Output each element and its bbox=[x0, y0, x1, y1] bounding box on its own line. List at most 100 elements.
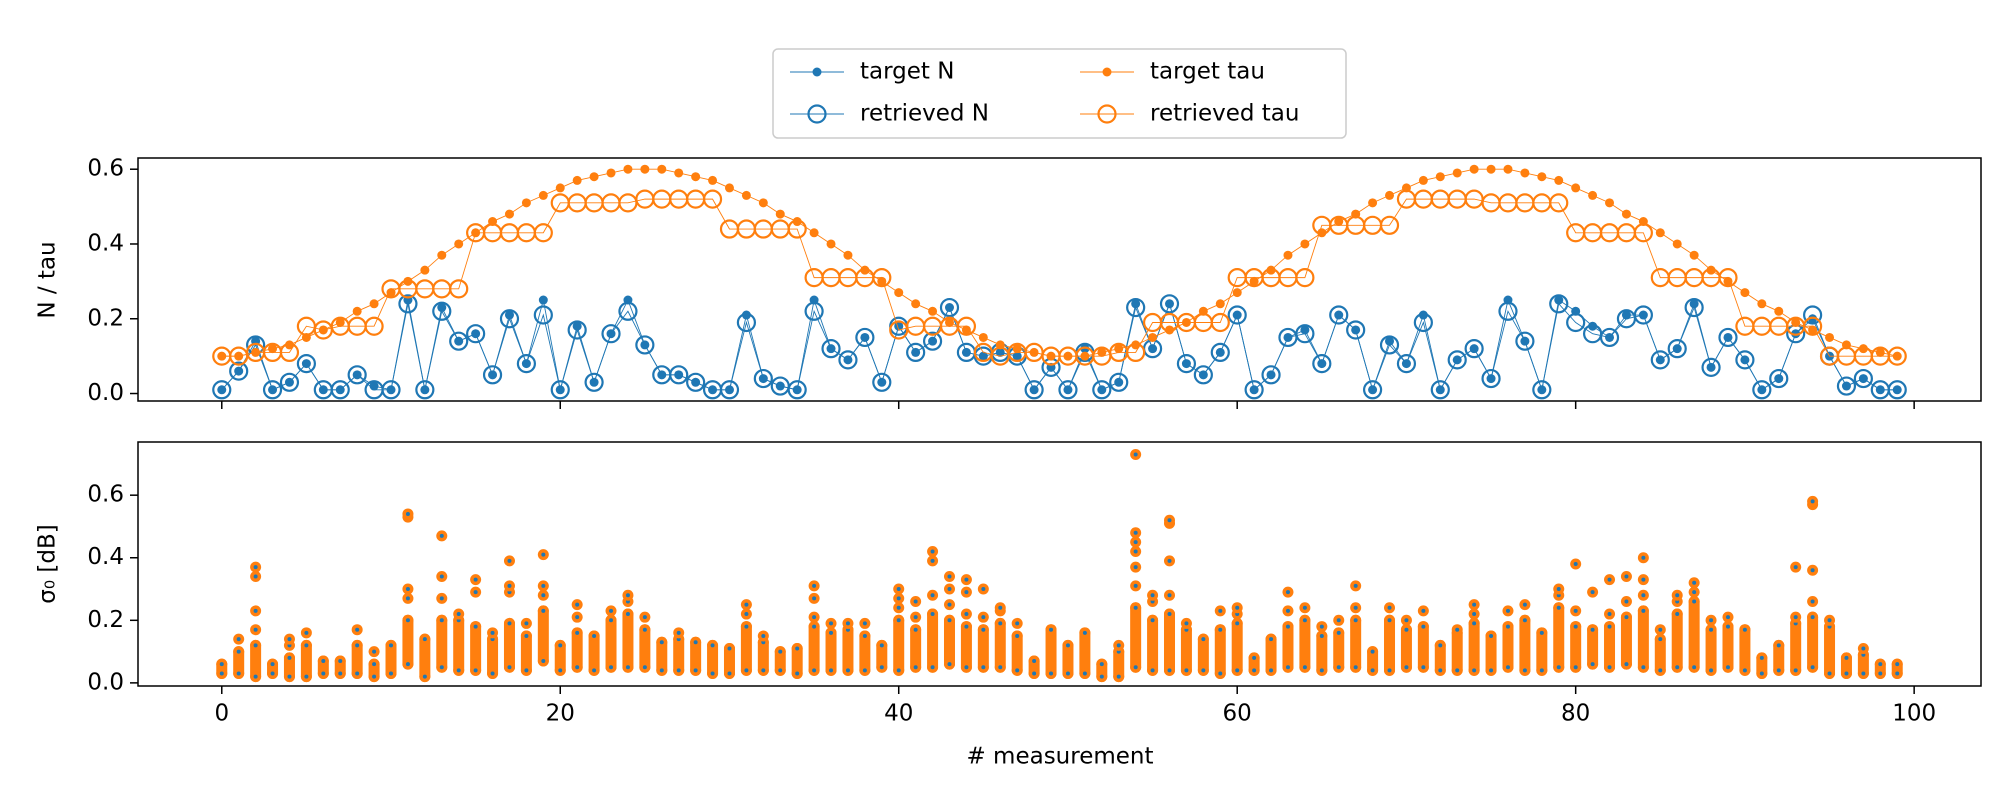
marker bbox=[330, 380, 350, 400]
point-center bbox=[896, 605, 901, 610]
point-center bbox=[473, 590, 478, 595]
marker bbox=[364, 316, 384, 336]
y-tick-label: 0.4 bbox=[87, 544, 124, 570]
marker bbox=[296, 354, 316, 374]
point-center bbox=[219, 671, 224, 676]
point-center bbox=[253, 565, 258, 570]
point-center bbox=[1455, 627, 1460, 632]
point-center bbox=[964, 577, 969, 582]
y-tick-label: 0.4 bbox=[87, 230, 124, 256]
point-center bbox=[1709, 668, 1714, 673]
point-center bbox=[507, 621, 512, 626]
point-center bbox=[439, 574, 444, 579]
point-center bbox=[1624, 662, 1629, 667]
point-center bbox=[439, 665, 444, 670]
point-center bbox=[405, 511, 410, 516]
point-center bbox=[896, 596, 901, 601]
marker bbox=[1396, 354, 1417, 374]
point-center bbox=[456, 612, 461, 617]
marker bbox=[1566, 312, 1586, 333]
marker bbox=[1803, 316, 1823, 336]
point-center bbox=[1472, 602, 1477, 607]
point-center bbox=[253, 574, 258, 579]
point-center bbox=[795, 671, 800, 676]
legend-marker bbox=[1097, 104, 1117, 124]
y-tick-label: 0.0 bbox=[87, 380, 124, 406]
marker bbox=[279, 342, 300, 362]
point-center bbox=[1590, 627, 1595, 632]
marker bbox=[1283, 250, 1293, 260]
marker bbox=[635, 335, 655, 355]
series-line bbox=[221, 302, 1898, 392]
point-center bbox=[947, 618, 952, 623]
point-center bbox=[1505, 665, 1510, 670]
marker bbox=[1109, 372, 1129, 392]
point-center bbox=[507, 558, 512, 563]
marker bbox=[1312, 354, 1332, 374]
marker bbox=[567, 320, 587, 340]
point-center bbox=[947, 602, 952, 607]
point-center bbox=[389, 643, 394, 648]
point-center bbox=[1607, 612, 1612, 617]
marker bbox=[961, 325, 971, 335]
marker bbox=[1774, 306, 1784, 316]
legend-label: target N bbox=[860, 59, 954, 85]
point-center bbox=[1133, 605, 1138, 610]
marker bbox=[1261, 365, 1281, 385]
point-center bbox=[473, 624, 478, 629]
point-center bbox=[1133, 452, 1138, 457]
legend-label: target tau bbox=[1150, 59, 1265, 85]
marker bbox=[533, 305, 553, 325]
point-center bbox=[1235, 621, 1240, 626]
marker bbox=[1667, 339, 1687, 359]
point-center bbox=[372, 649, 377, 654]
point-center bbox=[1573, 562, 1578, 566]
marker bbox=[1058, 380, 1078, 400]
marker bbox=[1554, 175, 1564, 185]
marker bbox=[1244, 380, 1264, 400]
marker bbox=[212, 380, 232, 400]
point-center bbox=[1641, 593, 1646, 598]
marker bbox=[1752, 380, 1772, 400]
marker bbox=[843, 250, 853, 260]
point-center bbox=[1015, 621, 1020, 626]
point-center bbox=[1675, 612, 1680, 617]
marker bbox=[1633, 305, 1653, 325]
point-center bbox=[829, 668, 834, 673]
legend-label: retrieved N bbox=[860, 101, 989, 127]
marker bbox=[872, 372, 892, 392]
legend-box bbox=[772, 48, 1347, 139]
marker bbox=[268, 344, 278, 354]
point-center bbox=[845, 621, 850, 626]
point-center bbox=[1269, 637, 1274, 642]
point-center bbox=[1167, 558, 1172, 563]
point-center bbox=[1201, 637, 1206, 642]
point-center bbox=[1810, 568, 1815, 573]
point-center bbox=[541, 608, 546, 613]
y-tick-label: 0.2 bbox=[87, 607, 124, 633]
legend-marker bbox=[812, 67, 822, 77]
point-center bbox=[1370, 649, 1375, 654]
point-center bbox=[642, 615, 647, 620]
marker bbox=[504, 310, 514, 320]
marker bbox=[775, 209, 785, 219]
marker bbox=[1148, 332, 1158, 342]
point-center bbox=[473, 668, 478, 673]
point-center bbox=[1590, 590, 1595, 595]
point-center bbox=[1675, 665, 1680, 670]
point-center bbox=[1252, 655, 1257, 660]
marker bbox=[504, 209, 514, 219]
point-center bbox=[930, 665, 935, 670]
point-center bbox=[236, 649, 241, 654]
point-center bbox=[964, 665, 969, 670]
marker bbox=[1126, 342, 1146, 362]
point-center bbox=[1675, 593, 1680, 598]
marker bbox=[1131, 299, 1141, 309]
marker bbox=[1385, 190, 1395, 200]
point-center bbox=[812, 583, 817, 588]
point-center bbox=[1404, 618, 1409, 623]
point-center bbox=[1421, 665, 1426, 670]
point-center bbox=[592, 633, 597, 638]
